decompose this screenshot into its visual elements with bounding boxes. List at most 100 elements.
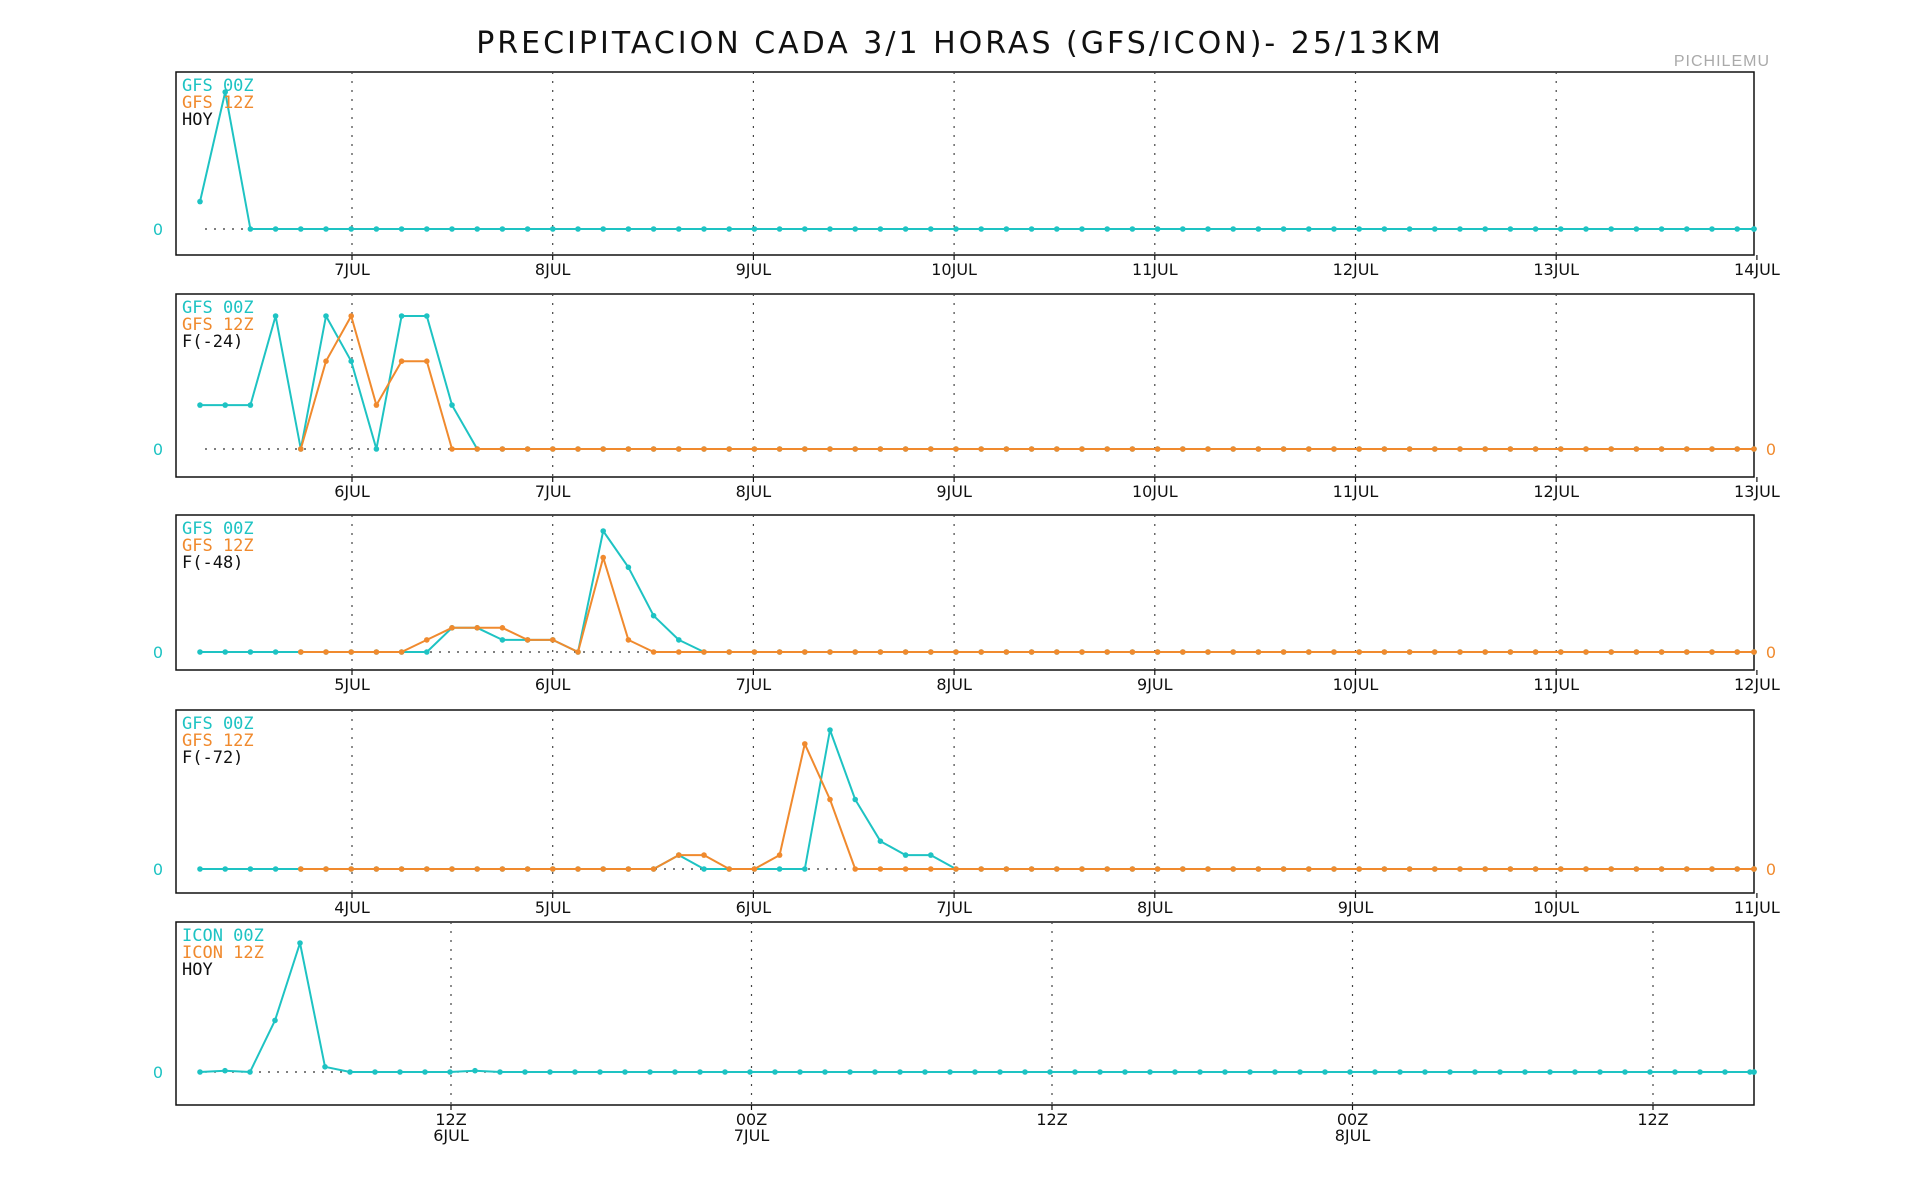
x-tick-label: 00Z: [736, 1110, 767, 1129]
data-point: [424, 226, 430, 232]
data-point: [499, 866, 506, 872]
data-point: [953, 866, 959, 872]
data-point: [1331, 866, 1337, 872]
data-point: [499, 226, 506, 232]
data-point: [323, 866, 329, 872]
data-point: [1432, 226, 1438, 232]
data-point: [1306, 226, 1312, 232]
data-point: [1381, 446, 1388, 452]
data-point: [524, 637, 531, 643]
data-point: [1255, 649, 1262, 655]
data-point: [373, 866, 380, 872]
data-point: [1709, 866, 1715, 872]
data-point: [1205, 866, 1211, 872]
data-point: [726, 866, 732, 872]
legend-entry: ICON 00Z: [182, 926, 264, 946]
data-point: [802, 226, 808, 232]
data-point: [474, 446, 481, 452]
x-tick-label: 8JUL: [936, 675, 972, 694]
data-point: [449, 402, 455, 408]
data-point: [1597, 1069, 1603, 1075]
data-point: [1522, 1069, 1528, 1075]
data-point: [1558, 446, 1564, 452]
panel-2: 6JUL 7JUL 8JUL 9JUL 10JUL 11JUL 12JUL 13JUL 0 0 GF…: [153, 293, 1780, 501]
legend-entry: GFS 12Z: [182, 93, 254, 113]
data-point: [247, 402, 254, 408]
data-point: [1028, 866, 1035, 872]
data-point: [550, 866, 556, 872]
data-point: [701, 446, 707, 452]
data-point: [802, 741, 808, 747]
data-point: [449, 625, 455, 631]
x-tick-label: 13JUL: [1734, 482, 1780, 501]
x-tick-label: 8JUL: [1335, 1126, 1371, 1145]
data-point: [1734, 649, 1740, 655]
data-point: [449, 226, 455, 232]
data-point: [1054, 446, 1060, 452]
data-point: [323, 313, 329, 319]
data-point: [424, 649, 430, 655]
data-point: [1306, 866, 1312, 872]
x-tick-label: 7JUL: [736, 675, 772, 694]
data-point: [1658, 649, 1665, 655]
data-point: [676, 852, 682, 858]
data-point: [650, 612, 657, 619]
data-point: [247, 649, 254, 655]
data-point: [575, 226, 581, 232]
data-point: [197, 866, 203, 872]
data-point: [524, 446, 531, 452]
data-point: [272, 313, 279, 319]
legend-entry: GFS 12Z: [182, 536, 254, 556]
data-point: [726, 446, 732, 452]
data-point: [1482, 866, 1488, 872]
data-point: [298, 649, 304, 655]
data-point: [751, 446, 758, 452]
x-tick-label: 5JUL: [535, 898, 571, 917]
data-point: [1633, 649, 1640, 655]
data-point: [323, 226, 329, 232]
data-point: [524, 866, 531, 872]
data-point: [1608, 866, 1614, 872]
x-tick-label: 5JUL: [334, 675, 370, 694]
legend-entry: GFS 00Z: [182, 298, 254, 318]
data-point: [1028, 649, 1035, 655]
data-point: [348, 866, 355, 872]
data-point: [1147, 1069, 1153, 1075]
data-point: [247, 1069, 253, 1075]
data-point: [650, 866, 657, 872]
x-tick-label: 6JUL: [334, 482, 370, 501]
data-point: [1447, 1069, 1453, 1075]
data-point: [1222, 1069, 1228, 1075]
data-point: [1079, 866, 1085, 872]
data-point: [348, 313, 355, 319]
data-point: [902, 852, 909, 858]
x-tick-label: 7JUL: [936, 898, 972, 917]
data-point: [822, 1069, 828, 1075]
zero-label-left: 0: [153, 440, 163, 459]
data-point: [474, 866, 481, 872]
data-point: [222, 89, 228, 95]
data-point: [1280, 446, 1287, 452]
data-point: [1397, 1069, 1403, 1075]
x-tick-label: 11JUL: [1132, 260, 1178, 279]
x-tick-label: 8JUL: [535, 260, 571, 279]
data-point: [1482, 649, 1488, 655]
data-point: [1751, 649, 1757, 655]
x-tick-label: 8JUL: [1137, 898, 1173, 917]
data-point: [1280, 866, 1287, 872]
x-tick-label: 00Z: [1337, 1110, 1368, 1129]
data-point: [751, 226, 758, 232]
x-tick-label: 9JUL: [1338, 898, 1374, 917]
data-point: [1684, 866, 1690, 872]
zero-label-right: 0: [1766, 643, 1776, 662]
data-point: [499, 637, 506, 643]
x-tick-label: 12JUL: [1533, 482, 1579, 501]
data-point: [902, 866, 909, 872]
data-point: [676, 637, 682, 643]
data-point: [572, 1069, 578, 1075]
station-label: PICHILEMU: [1674, 53, 1770, 70]
data-point: [597, 1069, 603, 1075]
data-point: [522, 1069, 528, 1075]
data-point: [373, 649, 380, 655]
